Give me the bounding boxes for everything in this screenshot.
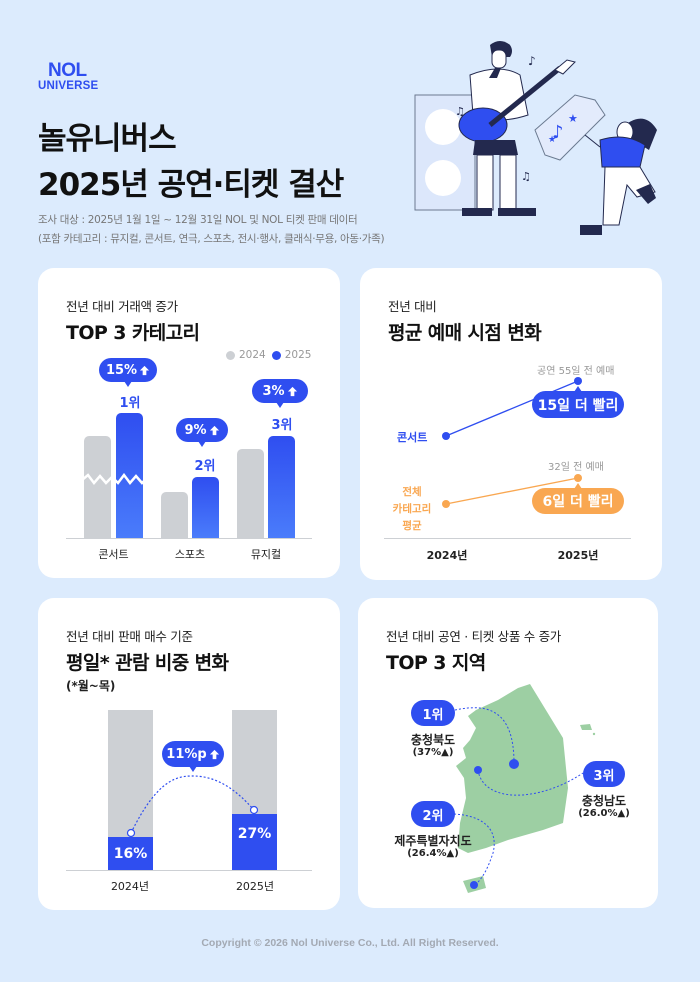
x-axis-line xyxy=(384,538,631,539)
growth-value: (26.4% xyxy=(407,848,447,859)
card-top3-categories: 전년 대비 거래액 증가 TOP 3 카테고리 2024 2025 15% 1위… xyxy=(38,268,340,578)
rank-label-concert: 1위 xyxy=(119,396,141,411)
chart-legend: 2024 2025 xyxy=(226,349,311,361)
concert-delta-value: 15일 더 빨리 xyxy=(537,397,619,414)
growth-bubble-sports: 9% xyxy=(176,418,228,447)
arrow-up-icon xyxy=(209,425,219,435)
rank-badge-1: 1위 xyxy=(411,700,455,726)
growth-value: 3% xyxy=(262,383,285,399)
card-top3-regions: 전년 대비 공연 · 티켓 상품 수 증가 TOP 3 지역 1위 충청북도 (… xyxy=(358,598,658,908)
average-end-label: 32일 전 예매 xyxy=(548,462,604,473)
legend-2025-swatch xyxy=(271,350,281,360)
x-label-2024: 2024년 xyxy=(110,880,150,893)
bar-sports-2025 xyxy=(192,477,219,538)
legend-2025-label: 2025 xyxy=(284,349,312,361)
concert-delta-bubble: 15일 더 빨리 xyxy=(532,386,624,418)
label-line: 카테고리 xyxy=(392,503,432,515)
card-kicker: 전년 대비 xyxy=(388,299,437,314)
x-label-2024: 2024년 xyxy=(426,549,468,562)
card-title: TOP 3 카테고리 xyxy=(66,322,200,344)
korea-map-icon xyxy=(453,684,596,893)
card-booking-timing: 전년 대비 평균 예매 시점 변화 콘서트 공연 55일 전 예매 15일 더 … xyxy=(360,268,662,580)
region-growth-chungnam: (26.0%▲) xyxy=(578,808,630,819)
axis-break-icon xyxy=(82,473,146,485)
page-title-line1: 놀유니버스 xyxy=(38,121,177,157)
x-axis-line xyxy=(66,870,312,871)
paren-close: ) xyxy=(454,848,459,859)
paren-close: ) xyxy=(448,747,454,758)
card-kicker: 전년 대비 공연 · 티켓 상품 수 증가 xyxy=(386,629,561,644)
x-axis-line xyxy=(66,538,312,539)
region-name-jeju: 제주특별자치도 xyxy=(394,834,472,848)
x-label-sports: 스포츠 xyxy=(174,548,206,561)
series-label-all-categories: 전체 카테고리 평균 xyxy=(390,484,434,535)
copyright-footer: Copyright © 2026 Nol Universe Co., Ltd. … xyxy=(201,937,499,949)
svg-text:★: ★ xyxy=(548,135,556,145)
svg-text:♪: ♪ xyxy=(528,54,536,68)
svg-text:♫: ♫ xyxy=(521,170,531,183)
card-kicker: 전년 대비 판매 매수 기준 xyxy=(66,629,193,644)
average-delta-bubble: 6일 더 빨리 xyxy=(532,483,624,514)
average-delta-value: 6일 더 빨리 xyxy=(542,494,614,510)
series-label-concert: 콘서트 xyxy=(397,431,428,444)
label-line: 전체 xyxy=(402,486,422,498)
bar-concert-2024 xyxy=(84,436,111,538)
card-title: TOP 3 지역 xyxy=(386,652,486,674)
region-name-chungbuk: 충청북도 xyxy=(410,733,456,747)
rank-badge-3: 3위 xyxy=(583,761,625,787)
bar-2024-weekday: 16% xyxy=(108,837,153,870)
region-growth-chungbuk: (37%▲) xyxy=(412,747,454,758)
growth-arc xyxy=(126,775,259,838)
concert-illustration-icon: ♪ ♫ ♫ ♪ ★ ★ xyxy=(414,41,657,235)
paren-close: ) xyxy=(625,808,630,819)
legend-2024-swatch xyxy=(226,350,235,360)
x-label-musical: 뮤지컬 xyxy=(250,548,282,561)
page-title-line2: 2025년 공연·티켓 결산 xyxy=(38,167,344,203)
rank-label-musical: 3위 xyxy=(271,418,293,433)
weekday-growth-bubble: 11%p xyxy=(162,741,224,772)
region-growth-jeju: (26.4%▲) xyxy=(407,848,459,859)
line-chart xyxy=(442,377,582,508)
bar-musical-2024 xyxy=(237,449,264,538)
arrow-up-icon xyxy=(287,386,297,396)
label-line: 평균 xyxy=(402,520,422,532)
card-kicker: 전년 대비 거래액 증가 xyxy=(66,299,178,314)
growth-bubble-concert: 15% xyxy=(99,358,157,387)
bar-2024-value: 16% xyxy=(113,845,148,862)
concert-end-label: 공연 55일 전 예매 xyxy=(537,366,615,377)
bar-musical-2025 xyxy=(268,436,295,538)
svg-text:♪: ♪ xyxy=(552,122,564,143)
rank-label-sports: 2위 xyxy=(194,459,216,474)
card-title: 평일* 관람 비중 변화 xyxy=(66,652,229,674)
card-weekday-share: 전년 대비 판매 매수 기준 평일* 관람 비중 변화 (*월~목) 16% 2… xyxy=(38,598,340,910)
growth-value: 15% xyxy=(105,362,138,378)
x-label-concert: 콘서트 xyxy=(98,548,129,561)
growth-value: 11%p xyxy=(166,746,207,762)
bar-2025-weekday: 27% xyxy=(232,814,277,870)
bar-2025-value: 27% xyxy=(237,826,272,842)
categories-note: (포함 카테고리 : 뮤지컬, 콘서트, 연극, 스포츠, 전시·행사, 클래식… xyxy=(38,233,385,245)
growth-bubble-musical: 3% xyxy=(252,379,308,408)
card-title: 평균 예매 시점 변화 xyxy=(388,322,542,344)
bar-sports-2024 xyxy=(161,492,188,538)
growth-value: (26.0% xyxy=(578,808,618,819)
svg-text:★: ★ xyxy=(568,112,578,125)
brand-logo-nol: NOL xyxy=(48,60,87,81)
survey-scope: 조사 대상 : 2025년 1월 1일 ~ 12월 31일 NOL 및 NOL … xyxy=(38,214,358,226)
growth-value: (37% xyxy=(412,747,442,758)
svg-text:♫: ♫ xyxy=(455,105,465,118)
x-label-2025: 2025년 xyxy=(235,880,275,893)
bar-concert-2025 xyxy=(116,413,143,538)
brand-logo-universe: UNIVERSE xyxy=(38,80,99,92)
arrow-up-icon xyxy=(139,365,150,375)
region-name-chungnam: 충청남도 xyxy=(581,794,627,808)
rank-badge-2: 2위 xyxy=(411,801,455,827)
arrow-up-icon xyxy=(209,749,219,759)
weekday-note: (*월~목) xyxy=(66,679,116,693)
x-label-2025: 2025년 xyxy=(557,549,599,562)
legend-2024-label: 2024 xyxy=(239,349,266,361)
growth-value: 9% xyxy=(184,422,207,438)
